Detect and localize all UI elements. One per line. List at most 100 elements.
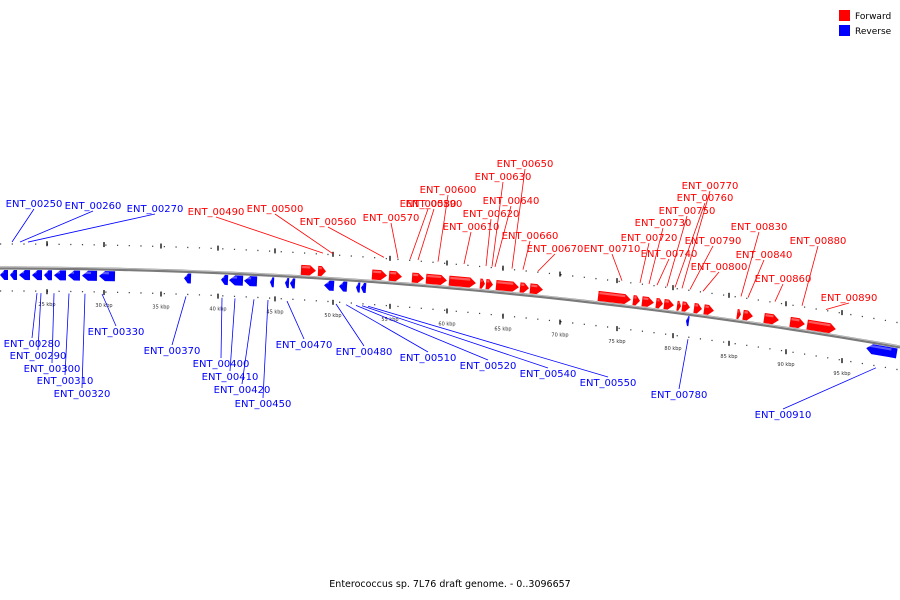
leader-line [220, 297, 223, 359]
reverse-gene [324, 280, 335, 291]
gene-shine [69, 271, 75, 274]
leader-line [702, 271, 720, 292]
gene-body [290, 278, 296, 289]
gene-body [448, 275, 476, 288]
gene-shine [791, 318, 800, 322]
reverse-gene [82, 270, 98, 281]
leader-line [825, 302, 850, 310]
forward-gene [681, 301, 690, 312]
gene-body [317, 265, 326, 277]
gene-label: ENT_00670 [527, 244, 584, 255]
gene-body [676, 300, 681, 311]
gene-arrows [0, 264, 898, 359]
forward-gene [641, 296, 654, 307]
backbone-highlight [0, 266, 900, 347]
gene-shine [678, 301, 680, 305]
scale-tick-label: 90 kbp [777, 362, 794, 368]
gene-label: ENT_00280 [4, 339, 61, 350]
gene-label: ENT_00740 [641, 249, 698, 260]
scale-tick-label: 45 kbp [266, 309, 283, 315]
genome-caption: Enterococcus sp. 7L76 draft genome. - 0.… [329, 579, 570, 590]
gene-body [0, 270, 9, 281]
gene-label: ENT_00290 [10, 351, 67, 362]
gene-body [10, 270, 18, 281]
gene-label: ENT_00610 [443, 222, 500, 233]
leader-line [485, 218, 492, 267]
gene-label: ENT_00260 [65, 201, 122, 212]
leader-line [274, 213, 334, 255]
leader-line [611, 253, 623, 281]
forward-gene [703, 304, 714, 315]
gene-shine [357, 283, 359, 286]
forward-gene [371, 269, 387, 281]
leader-line [639, 242, 650, 284]
gene-label: ENT_00300 [24, 364, 81, 375]
gene-body [495, 280, 519, 292]
gene-shine [427, 274, 442, 279]
forward-gene [425, 273, 447, 285]
gene-shine [808, 320, 831, 327]
gene-body [806, 319, 836, 334]
gene-body [632, 295, 640, 306]
leader-line [262, 299, 269, 399]
gene-label: ENT_00370 [144, 346, 201, 357]
leader-line [678, 339, 689, 390]
scale-tick-label: 30 kbp [95, 303, 112, 309]
reverse-gene [285, 278, 290, 289]
gene-label: ENT_00420 [214, 385, 271, 396]
forward-gene [663, 299, 674, 310]
legend-swatch [839, 10, 850, 21]
gene-label: ENT_00770 [682, 181, 739, 192]
reverse-gene [10, 270, 18, 281]
gene-shine [390, 271, 397, 275]
leader-line [681, 190, 711, 289]
gene-label: ENT_00500 [247, 204, 304, 215]
gene-shine [45, 271, 48, 274]
gene-label: ENT_00650 [497, 159, 554, 170]
leader-line [64, 293, 70, 376]
leader-line [494, 205, 512, 267]
forward-gene [763, 312, 779, 325]
leader-line [511, 168, 526, 269]
gene-body [742, 309, 753, 321]
leader-line [367, 305, 609, 378]
forward-gene [806, 319, 836, 334]
leader-line [801, 245, 819, 306]
reverse-gene [99, 271, 116, 282]
leader-line [171, 296, 187, 346]
legend-label: Reverse [855, 27, 892, 37]
leader-line [229, 298, 236, 372]
gene-label: ENT_00630 [475, 172, 532, 183]
gene-body [681, 301, 690, 312]
legend: Forward Reverse [839, 10, 892, 37]
leader-line [81, 293, 86, 389]
leader-line [437, 194, 449, 262]
gene-shine [11, 271, 14, 274]
leader-line [463, 231, 472, 265]
dotted-guides [0, 243, 900, 371]
gene-body [736, 309, 741, 320]
leader-line [656, 258, 670, 286]
leader-line [51, 293, 55, 364]
leader-line [361, 305, 549, 369]
gene-label: ENT_00730 [635, 218, 692, 229]
gene-label: ENT_00310 [37, 376, 94, 387]
reverse-gene [54, 270, 67, 281]
gene-shine [413, 273, 419, 277]
gene-body [19, 270, 31, 281]
gene-shine [599, 292, 626, 298]
leader-line [11, 208, 35, 243]
leader-line [355, 304, 489, 361]
gene-shine [683, 302, 687, 306]
gene-shine [765, 314, 774, 318]
leader-line [27, 213, 156, 243]
label-leader-lines [11, 168, 877, 410]
forward-gene [317, 265, 326, 277]
scale-tick-label: 75 kbp [608, 339, 625, 345]
gene-body [597, 290, 631, 305]
reverse-gene [339, 281, 348, 292]
scale-tick-label: 70 kbp [551, 333, 568, 339]
reverse-gene [32, 270, 43, 281]
leader-line [674, 202, 706, 288]
leader-line [327, 226, 385, 258]
